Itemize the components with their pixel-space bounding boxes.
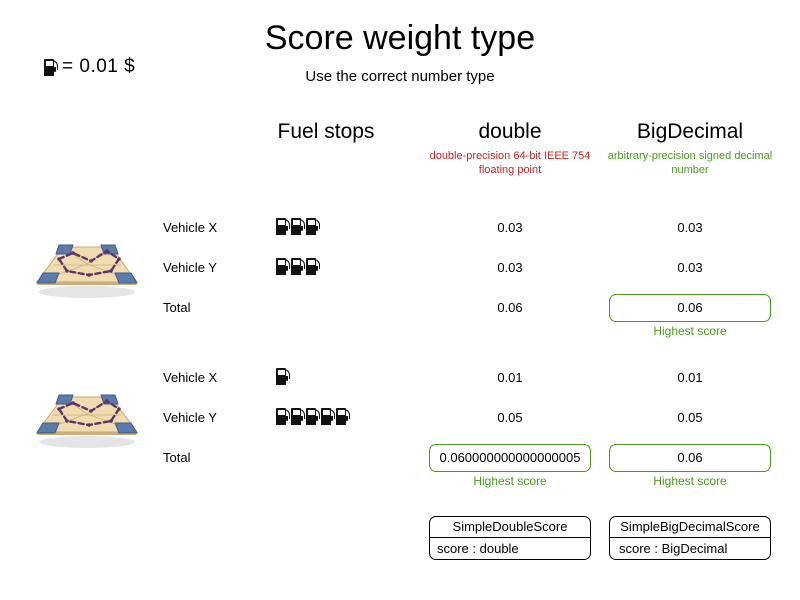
row-label: Total bbox=[163, 450, 191, 465]
vehicle-routing-map bbox=[33, 387, 141, 449]
fuel-pump-icon bbox=[291, 218, 305, 235]
column-header-fuel-stops: Fuel stops bbox=[277, 120, 375, 143]
class-box-bigdecimal: SimpleBigDecimalScore score : BigDecimal bbox=[609, 516, 771, 560]
fuel-pump-icon bbox=[306, 258, 320, 275]
row-label: Vehicle X bbox=[163, 220, 218, 235]
class-box-title: SimpleBigDecimalScore bbox=[610, 517, 770, 538]
fuel-pump-icon bbox=[336, 408, 350, 425]
table-row: Vehicle X bbox=[0, 368, 800, 388]
highlighted-score-double: 0.060000000000000005 bbox=[429, 444, 591, 472]
row-label: Vehicle Y bbox=[163, 260, 217, 275]
table-row: Total bbox=[0, 448, 800, 468]
row-label: Vehicle X bbox=[163, 370, 218, 385]
row-label: Total bbox=[163, 300, 191, 315]
fuel-pump-icon bbox=[291, 258, 305, 275]
page-subtitle: Use the correct number type bbox=[305, 68, 495, 85]
fuel-pump-icon bbox=[276, 368, 290, 385]
table-row: Vehicle Y bbox=[0, 258, 800, 278]
class-box-field: score : BigDecimal bbox=[619, 541, 728, 556]
fuel-pump-icon bbox=[276, 408, 290, 425]
fuel-pump-icon bbox=[276, 258, 290, 275]
fuel-cost-legend: = 0.01 $ bbox=[44, 56, 135, 78]
column-header-bigdecimal: BigDecimal bbox=[636, 120, 744, 143]
table-row: Total bbox=[0, 298, 800, 318]
table-row: Vehicle X bbox=[0, 218, 800, 238]
fuel-pump-icon bbox=[306, 408, 320, 425]
score-value-big: 0.03 bbox=[677, 220, 703, 235]
fuel-pump-icon bbox=[306, 218, 320, 235]
table-row: Vehicle Y bbox=[0, 408, 800, 428]
fuel-pump-icon bbox=[44, 58, 58, 76]
fuel-pump-icon bbox=[276, 218, 290, 235]
fuel-pump-icon bbox=[321, 408, 335, 425]
score-value-double: 0.05 bbox=[497, 410, 523, 425]
score-value-big: 0.01 bbox=[677, 370, 703, 385]
fuel-stops-cell bbox=[276, 218, 416, 238]
fuel-stops-cell bbox=[276, 258, 416, 278]
score-value-big: 0.05 bbox=[677, 410, 703, 425]
row-label: Vehicle Y bbox=[163, 410, 217, 425]
highlighted-score-big: 0.06 bbox=[609, 444, 771, 472]
score-value-double: 0.03 bbox=[497, 220, 523, 235]
highlighted-score-big: 0.06 bbox=[609, 294, 771, 322]
highest-score-note: Highest score bbox=[653, 324, 727, 338]
column-desc-double: double-precision 64-bit IEEE 754 floatin… bbox=[429, 150, 591, 176]
legend-text: = 0.01 $ bbox=[62, 56, 136, 77]
fuel-stops-cell bbox=[276, 368, 416, 388]
class-box-title: SimpleDoubleScore bbox=[430, 517, 590, 538]
score-value-double: 0.06 bbox=[497, 300, 523, 315]
score-value-double: 0.01 bbox=[497, 370, 523, 385]
class-box-double: SimpleDoubleScore score : double bbox=[429, 516, 591, 560]
column-header-double: double bbox=[478, 120, 542, 143]
score-value-big: 0.03 bbox=[677, 260, 703, 275]
page-title: Score weight type bbox=[264, 19, 536, 57]
score-value-double: 0.03 bbox=[497, 260, 523, 275]
column-desc-bigdecimal: arbitrary-precision signed decimal numbe… bbox=[607, 150, 773, 176]
fuel-pump-icon bbox=[291, 408, 305, 425]
vehicle-routing-map bbox=[33, 237, 141, 299]
class-box-field: score : double bbox=[437, 541, 519, 556]
fuel-stops-cell bbox=[276, 408, 416, 428]
highest-score-note: Highest score bbox=[653, 474, 727, 488]
highest-score-note: Highest score bbox=[473, 474, 547, 488]
